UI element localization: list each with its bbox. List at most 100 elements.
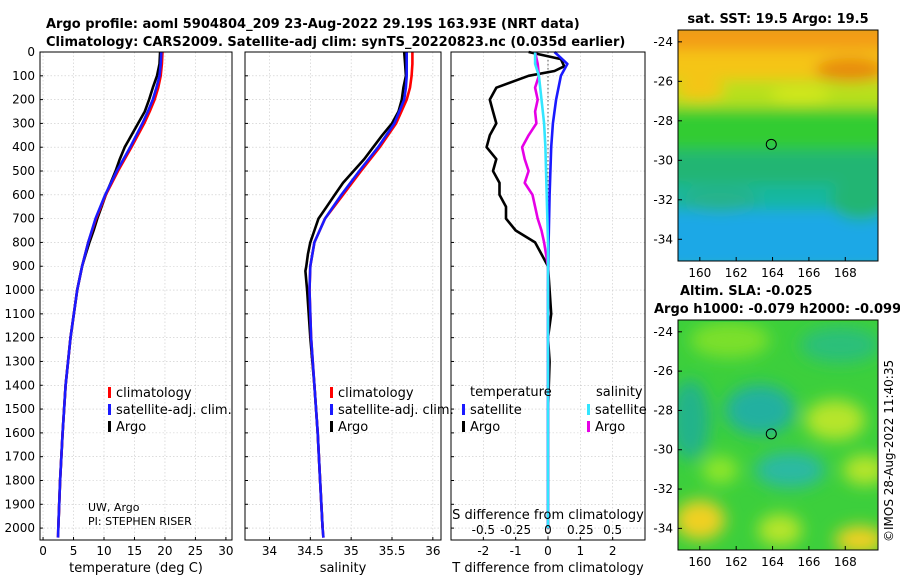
legend-title-salinity: salinity xyxy=(596,385,643,400)
legend-label: Argo xyxy=(470,420,500,435)
y-tick-label: 1800 xyxy=(4,473,35,487)
x-tick-label: 34.5 xyxy=(297,544,324,558)
y-tick-label: 400 xyxy=(12,140,35,154)
y-tick-label: 1000 xyxy=(4,283,35,297)
map-x-tick-label: 162 xyxy=(725,266,748,280)
sla-map: Altim. SLA: -0.025 Argo h1000: -0.079 h2… xyxy=(653,284,900,569)
y-tick-label: 200 xyxy=(12,93,35,107)
map-y-tick-label: -34 xyxy=(653,232,673,246)
y-tick-label: 1500 xyxy=(4,402,35,416)
x-tick-label: 15 xyxy=(127,544,142,558)
x-axis-label: T difference from climatology xyxy=(451,561,644,576)
map-y-tick-label: -24 xyxy=(653,35,673,49)
y-tick-label: 800 xyxy=(12,235,35,249)
timestamp: ©IMOS 28-Aug-2022 11:40:35 xyxy=(882,360,896,542)
legend-label: satellite xyxy=(595,403,647,418)
map-x-tick-label: 164 xyxy=(761,266,784,280)
map-y-tick-label: -30 xyxy=(653,153,673,167)
map-y-tick-label: -26 xyxy=(653,74,673,88)
salinity-panel: 34 34.5 35 35.5 36 climatology satellite-adj. … xyxy=(245,52,454,576)
y-tick-label: 0 xyxy=(27,45,35,59)
legend-swatch xyxy=(462,421,465,432)
x-tick-label: 5 xyxy=(70,544,78,558)
sla-map-title: Altim. SLA: -0.025 xyxy=(680,284,812,299)
s-tick-label: 0.25 xyxy=(567,523,594,537)
y-tick-label: 2000 xyxy=(4,521,35,535)
map-x-tick-label: 168 xyxy=(834,266,857,280)
legend-label: satellite xyxy=(470,403,522,418)
legend-swatch xyxy=(108,404,111,415)
x-tick-label: 1 xyxy=(577,544,585,558)
map-x-tick-label: 162 xyxy=(725,555,748,569)
legend-swatch xyxy=(330,421,333,432)
legend-swatch xyxy=(587,421,590,432)
x-tick-label: 30 xyxy=(218,544,233,558)
y-tick-label: 700 xyxy=(12,212,35,226)
legend-label: Argo xyxy=(338,420,368,435)
x-tick-label: 0 xyxy=(39,544,47,558)
s-tick-label: 0 xyxy=(544,523,552,537)
map-y-tick-label: -32 xyxy=(653,482,673,496)
s-axis-label: S difference from climatology xyxy=(452,508,644,523)
x-tick-label: 35 xyxy=(344,544,359,558)
y-tick-label: 1200 xyxy=(4,331,35,345)
map-y-tick-label: -28 xyxy=(653,114,673,128)
legend-label: satellite-adj. clim. xyxy=(338,403,454,418)
legend-swatch xyxy=(108,421,111,432)
legend-swatch xyxy=(108,387,111,398)
legend-swatch xyxy=(462,404,465,415)
x-tick-label: 0 xyxy=(544,544,552,558)
s-tick-label: 0.5 xyxy=(603,523,622,537)
map-y-tick-label: -24 xyxy=(653,325,673,339)
x-tick-label: -2 xyxy=(477,544,489,558)
map-y-tick-label: -34 xyxy=(653,521,673,535)
map-x-tick-label: 166 xyxy=(797,555,820,569)
legend-swatch xyxy=(330,387,333,398)
x-tick-label: 25 xyxy=(188,544,203,558)
x-axis-label: salinity xyxy=(320,561,367,576)
map-x-tick-label: 166 xyxy=(797,266,820,280)
map-x-tick-label: 168 xyxy=(834,555,857,569)
y-tick-label: 500 xyxy=(12,164,35,178)
difference-panel: -2 -1 0 1 2 temperature salinity satellite Argo s… xyxy=(451,52,647,576)
legend-label: climatology xyxy=(116,386,192,401)
x-tick-label: 2 xyxy=(609,544,617,558)
temperature-panel: 0100200300400500600700800900100011001200… xyxy=(4,45,233,576)
figure-title-line1: Argo profile: aoml 5904804_209 23-Aug-20… xyxy=(46,17,580,32)
figure-title-line2: Climatology: CARS2009. Satellite-adj cli… xyxy=(46,35,625,50)
x-tick-label: 35.5 xyxy=(379,544,406,558)
sla-map-title2: Argo h1000: -0.079 h2000: -0.099 xyxy=(654,302,900,317)
map-x-tick-label: 160 xyxy=(688,266,711,280)
y-tick-label: 1600 xyxy=(4,426,35,440)
sst-map-title: sat. SST: 19.5 Argo: 19.5 xyxy=(687,12,868,27)
y-tick-label: 1100 xyxy=(4,307,35,321)
y-tick-label: 600 xyxy=(12,188,35,202)
legend-swatch xyxy=(330,404,333,415)
legend-label: Argo xyxy=(595,420,625,435)
map-y-tick-label: -28 xyxy=(653,403,673,417)
map-y-tick-label: -30 xyxy=(653,443,673,457)
x-tick-label: -1 xyxy=(510,544,522,558)
climatology-salinity-line xyxy=(310,52,413,538)
x-axis-label: temperature (deg C) xyxy=(69,561,203,576)
credit-line2: PI: STEPHEN RISER xyxy=(88,515,192,528)
x-tick-label: 34 xyxy=(262,544,277,558)
credit-line1: UW, Argo xyxy=(88,501,140,514)
legend-label: Argo xyxy=(116,420,146,435)
y-tick-label: 300 xyxy=(12,116,35,130)
legend-title-temperature: temperature xyxy=(470,385,552,400)
x-tick-label: 20 xyxy=(157,544,172,558)
y-tick-label: 1400 xyxy=(4,378,35,392)
y-tick-label: 1900 xyxy=(4,497,35,511)
x-tick-label: 36 xyxy=(425,544,440,558)
s-tick-label: -0.5 xyxy=(472,523,495,537)
legend-swatch xyxy=(587,404,590,415)
map-x-tick-label: 164 xyxy=(761,555,784,569)
x-tick-label: 10 xyxy=(96,544,111,558)
argo-salinity-line xyxy=(305,52,406,528)
legend-label: climatology xyxy=(338,386,414,401)
sst-map: sat. SST: 19.5 Argo: 19.5 160 162 164 166 16… xyxy=(653,12,900,280)
map-y-tick-label: -32 xyxy=(653,193,673,207)
figure: Argo profile: aoml 5904804_209 23-Aug-20… xyxy=(0,0,900,580)
y-tick-label: 1700 xyxy=(4,450,35,464)
